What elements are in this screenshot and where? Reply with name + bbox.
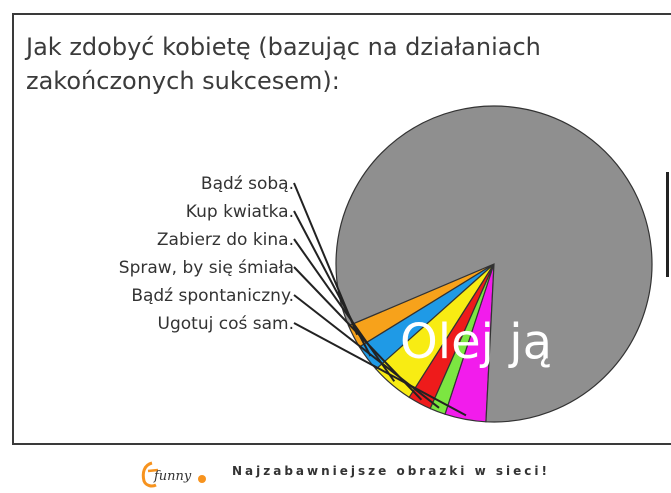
leader-line [293, 238, 396, 382]
chart-title-line-2: zakończonych sukcesem): [26, 67, 340, 95]
slice-label: Ugotuj coś sam. [158, 314, 294, 334]
leader-line [293, 210, 372, 357]
edge-mark [666, 172, 669, 277]
slice-label: Zabierz do kina. [157, 230, 294, 250]
slice-label: Bądź spontaniczny. [131, 286, 294, 306]
slice-label: Kup kwiatka. [186, 202, 294, 222]
leader-line [293, 322, 467, 417]
chart-title-line-1: Jak zdobyć kobietę (bazując na działania… [24, 33, 541, 61]
slice-label: Spraw, by się śmiała [119, 258, 294, 278]
pie-slice [335, 105, 653, 423]
site-logo[interactable]: funny [138, 459, 218, 489]
footer: funny Najzabawniejsze obrazki w sieci! [0, 452, 671, 493]
site-logo-text: funny [153, 469, 192, 484]
chart-title: Jak zdobyć kobietę (bazując na działania… [24, 33, 541, 95]
site-tagline: Najzabawniejsze obrazki w sieci! [232, 464, 550, 478]
pie-chart: Jak zdobyć kobietę (bazując na działania… [24, 33, 653, 423]
slice-label-main: Olej ją [400, 314, 552, 370]
slice-label: Bądź sobą. [201, 174, 294, 194]
